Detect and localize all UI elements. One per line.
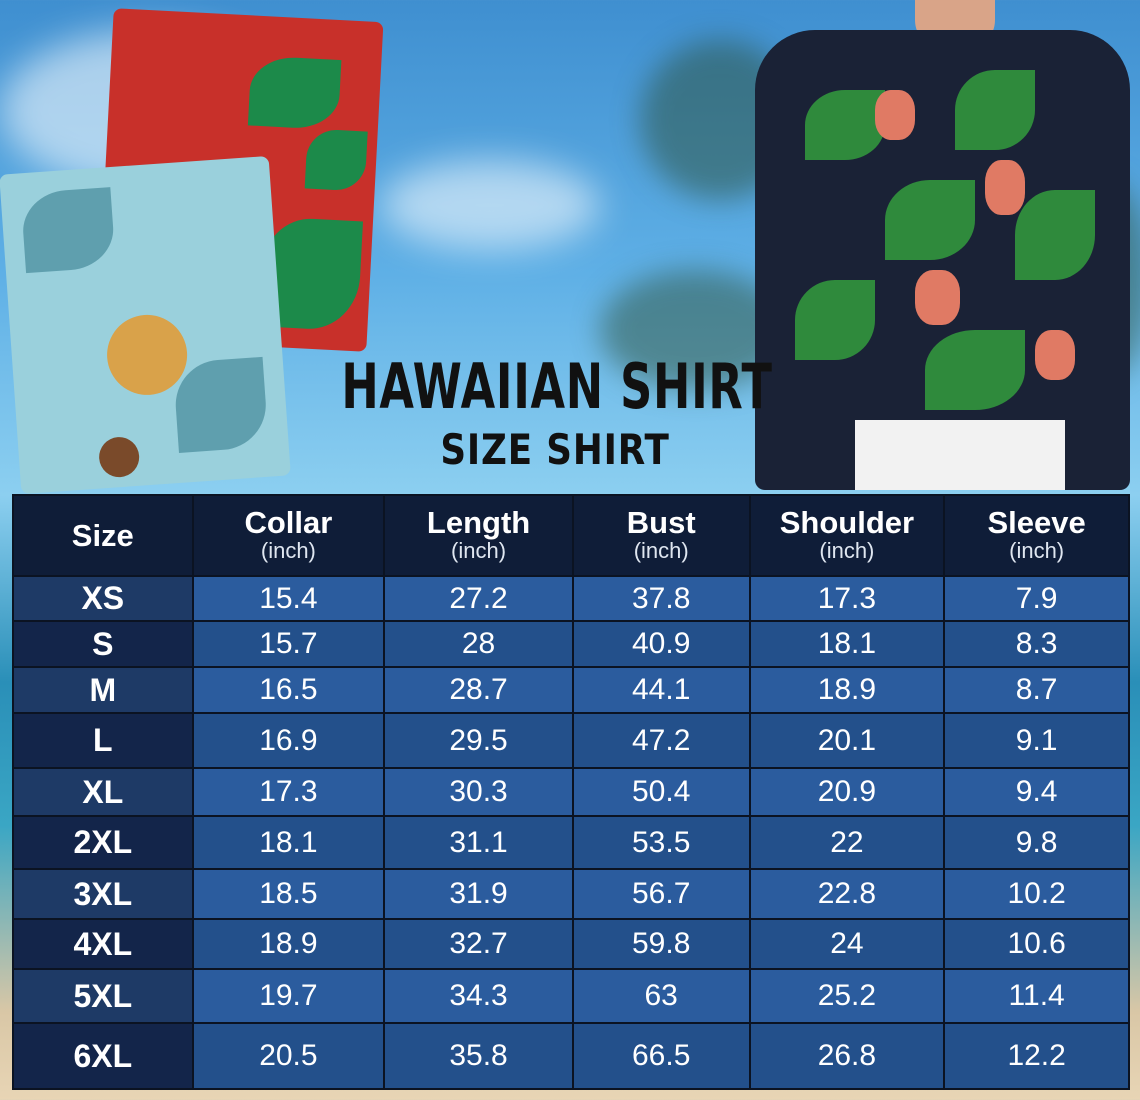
column-header-unit: (inch) (260, 537, 316, 563)
model-flamingo-shirt-image (755, 30, 1130, 490)
size-cell: 2XL (12, 815, 194, 870)
size-cell: XS (12, 575, 194, 622)
measurement-cell: 53.5 (571, 815, 751, 870)
column-header-collar: Collar (inch) (191, 494, 386, 577)
measurement-cell: 59.8 (571, 918, 751, 970)
measurement-cell: 31.1 (383, 815, 574, 870)
measurement-cell: 12.2 (943, 1022, 1130, 1090)
measurement-cell: 9.8 (943, 815, 1130, 870)
measurement-cell: 17.3 (191, 767, 386, 817)
table-row: 6XL 20.5 35.8 66.5 26.8 12.2 (12, 1022, 1130, 1090)
measurement-cell: 20.9 (748, 767, 946, 817)
size-cell: 3XL (12, 868, 194, 920)
measurement-cell: 18.5 (191, 868, 386, 920)
table-row: L 16.9 29.5 47.2 20.1 9.1 (12, 712, 1130, 769)
size-cell: 6XL (12, 1022, 194, 1090)
measurement-cell: 22 (748, 815, 946, 870)
table-row: M 16.5 28.7 44.1 18.9 8.7 (12, 666, 1130, 714)
page-title: HAWAIIAN SHIRT (341, 350, 773, 423)
table-row: 5XL 19.7 34.3 63 25.2 11.4 (12, 968, 1130, 1024)
measurement-cell: 28 (383, 620, 574, 668)
table-header-row: Size Collar (inch) Length (inch) Bust (inch) Sh… (12, 494, 1130, 577)
column-header-unit: (inch) (1009, 537, 1065, 563)
measurement-cell: 47.2 (571, 712, 751, 769)
measurement-cell: 18.9 (191, 918, 386, 970)
page-subtitle: SIZE SHIRT (440, 425, 670, 474)
column-header-unit: (inch) (633, 537, 689, 563)
table-row: 2XL 18.1 31.1 53.5 22 9.8 (12, 815, 1130, 870)
measurement-cell: 24 (748, 918, 946, 970)
measurement-cell: 37.8 (571, 575, 751, 622)
measurement-cell: 35.8 (383, 1022, 574, 1090)
measurement-cell: 18.1 (191, 815, 386, 870)
column-header-label: Length (426, 504, 531, 540)
size-cell: M (12, 666, 194, 714)
measurement-cell: 63 (571, 968, 751, 1024)
measurement-cell: 15.4 (191, 575, 386, 622)
measurement-cell: 16.9 (191, 712, 386, 769)
measurement-cell: 40.9 (571, 620, 751, 668)
measurement-cell: 9.1 (943, 712, 1130, 769)
measurement-cell: 18.9 (748, 666, 946, 714)
measurement-cell: 9.4 (943, 767, 1130, 817)
measurement-cell: 15.7 (191, 620, 386, 668)
measurement-cell: 11.4 (943, 968, 1130, 1024)
measurement-cell: 10.2 (943, 868, 1130, 920)
size-cell: 4XL (12, 918, 194, 970)
measurement-cell: 29.5 (383, 712, 574, 769)
background-cloud (380, 160, 600, 250)
table-row: XS 15.4 27.2 37.8 17.3 7.9 (12, 575, 1130, 622)
measurement-cell: 66.5 (571, 1022, 751, 1090)
measurement-cell: 30.3 (383, 767, 574, 817)
column-header-unit: (inch) (451, 537, 507, 563)
measurement-cell: 8.7 (943, 666, 1130, 714)
measurement-cell: 17.3 (748, 575, 946, 622)
column-header-sleeve: Sleeve (inch) (943, 494, 1130, 577)
size-cell: 5XL (12, 968, 194, 1024)
size-cell: XL (12, 767, 194, 817)
measurement-cell: 20.1 (748, 712, 946, 769)
measurement-cell: 16.5 (191, 666, 386, 714)
blue-folded-shirt-image (0, 155, 291, 495)
measurement-cell: 22.8 (748, 868, 946, 920)
column-header-shoulder: Shoulder (inch) (748, 494, 946, 577)
measurement-cell: 44.1 (571, 666, 751, 714)
column-header-size: Size (12, 494, 194, 577)
measurement-cell: 32.7 (383, 918, 574, 970)
column-header-length: Length (inch) (383, 494, 574, 577)
measurement-cell: 8.3 (943, 620, 1130, 668)
table-row: XL 17.3 30.3 50.4 20.9 9.4 (12, 767, 1130, 817)
column-header-unit: (inch) (819, 537, 875, 563)
measurement-cell: 28.7 (383, 666, 574, 714)
measurement-cell: 26.8 (748, 1022, 946, 1090)
table-row: 3XL 18.5 31.9 56.7 22.8 10.2 (12, 868, 1130, 920)
measurement-cell: 31.9 (383, 868, 574, 920)
column-header-label: Collar (244, 504, 333, 540)
size-table: Size Collar (inch) Length (inch) Bust (inch) Sh… (12, 494, 1130, 1090)
measurement-cell: 50.4 (571, 767, 751, 817)
column-header-label: Sleeve (987, 504, 1086, 540)
table-row: 4XL 18.9 32.7 59.8 24 10.6 (12, 918, 1130, 970)
model-pants-image (855, 420, 1065, 490)
measurement-cell: 18.1 (748, 620, 946, 668)
size-cell: S (12, 620, 194, 668)
measurement-cell: 10.6 (943, 918, 1130, 970)
measurement-cell: 19.7 (191, 968, 386, 1024)
table-row: S 15.7 28 40.9 18.1 8.3 (12, 620, 1130, 668)
measurement-cell: 34.3 (383, 968, 574, 1024)
column-header-bust: Bust (inch) (571, 494, 751, 577)
measurement-cell: 56.7 (571, 868, 751, 920)
size-cell: L (12, 712, 194, 769)
column-header-label: Size (71, 517, 134, 553)
measurement-cell: 7.9 (943, 575, 1130, 622)
measurement-cell: 20.5 (191, 1022, 386, 1090)
measurement-cell: 25.2 (748, 968, 946, 1024)
column-header-label: Bust (626, 504, 696, 540)
column-header-label: Shoulder (779, 504, 915, 540)
measurement-cell: 27.2 (383, 575, 574, 622)
